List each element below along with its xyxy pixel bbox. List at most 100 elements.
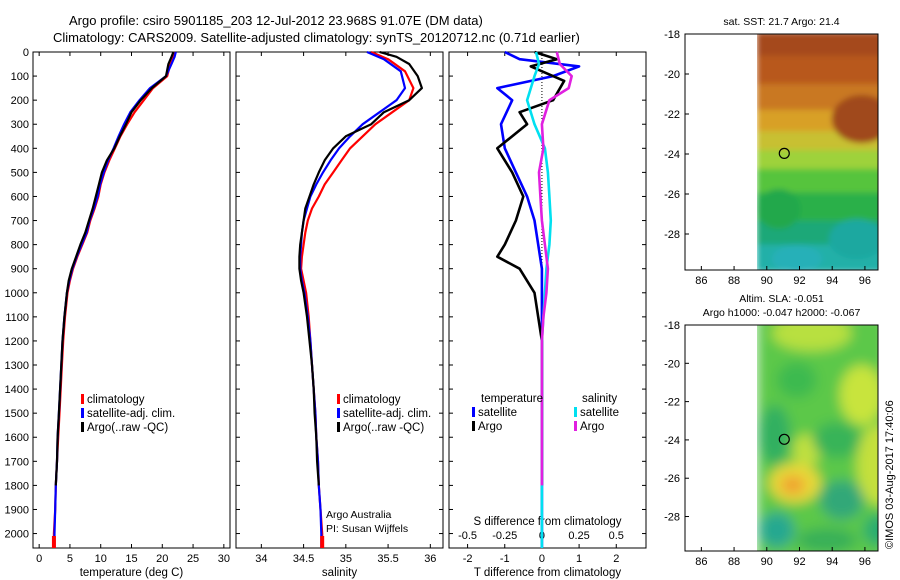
map-x-tick-label: 90 [761, 556, 773, 568]
legend-entry: Argo(..raw -QC) [343, 422, 424, 434]
map-x-tick-label: 92 [793, 275, 805, 287]
y-tick-label: 200 [11, 95, 29, 107]
legend-entry: Argo(..raw -QC) [87, 422, 168, 434]
x-tick-label: 20 [156, 553, 168, 565]
legend-swatch [81, 394, 84, 404]
series-line-argo-raw-qc- [298, 50, 423, 486]
sst-warm-patch [831, 95, 878, 143]
map-x-tick-label: 88 [728, 556, 740, 568]
figure-title-line1: Argo profile: csiro 5901185_203 12-Jul-2… [69, 13, 483, 28]
plot-frame [32, 51, 231, 549]
x-tick-label: 36 [424, 553, 436, 565]
map-y-tick-label: -28 [664, 229, 680, 241]
y-tick-label: 1500 [5, 408, 29, 420]
legend-entry: Argo [580, 421, 604, 433]
map-title-line1: Altim. SLA: -0.051 [739, 293, 824, 305]
sst-band [757, 150, 878, 173]
x-tick-label: 30 [218, 553, 230, 565]
x-tick-label: 34.5 [293, 553, 314, 565]
y-tick-label: 1700 [5, 456, 29, 468]
x-tick-label: -1 [500, 553, 510, 565]
y-tick-label: 700 [11, 216, 29, 228]
y-tick-label: 800 [11, 240, 29, 252]
x-tick-label: 10 [95, 553, 107, 565]
sla-blob [796, 528, 857, 551]
legend-swatch [81, 408, 84, 418]
map-y-tick-label: -22 [664, 397, 680, 409]
top-x-tick-label: -0.5 [458, 530, 477, 542]
series-line-temperature-satellite [495, 50, 581, 548]
legend-swatch [574, 407, 577, 417]
climatology-bottom-marker [51, 536, 56, 548]
argo-position-marker [778, 433, 790, 445]
x-tick-label: 34 [255, 553, 267, 565]
legend-header-temperature: temperature [481, 393, 543, 405]
x-axis-label: temperature (deg C) [80, 567, 184, 579]
legend-swatch [337, 394, 340, 404]
x-tick-label: 25 [187, 553, 199, 565]
y-tick-label: 0 [23, 47, 29, 59]
sla-blob [839, 365, 878, 425]
legend-entry: climatology [343, 394, 401, 406]
y-tick-label: 1900 [5, 504, 29, 516]
sla-blob [771, 325, 852, 351]
series-line-satellite-adj-clim- [299, 50, 407, 548]
y-tick-label: 100 [11, 71, 29, 83]
legend-entry: climatology [87, 394, 145, 406]
x-tick-label: 35 [340, 553, 352, 565]
y-tick-label: 1800 [5, 480, 29, 492]
difference-profile-chart: -2 -1 0 1 2 T difference from climatology -0.5… [448, 50, 647, 579]
legend-entry: satellite-adj. clim. [87, 408, 175, 420]
series-line-satellite-adj-clim- [53, 51, 177, 548]
x-axis-label: T difference from climatology [474, 567, 621, 579]
x-tick-label: 0 [539, 553, 545, 565]
x-tick-label: 5 [67, 553, 73, 565]
map-field [757, 34, 878, 270]
sla-blob [758, 405, 791, 465]
map-x-tick-label: 96 [859, 275, 871, 287]
map-field-blurred [757, 325, 878, 551]
sla-blob [812, 422, 861, 458]
series-line-argo-raw-qc- [54, 51, 175, 486]
sst-band [757, 55, 878, 88]
legend-entry: satellite [580, 407, 619, 419]
sla-blob [758, 512, 795, 548]
legend-entry: satellite-adj. clim. [343, 408, 431, 420]
map-x-tick-label: 94 [826, 275, 838, 287]
salinity-profile-chart: 34 34.5 35 35.5 36 salinity climatology satelli… [235, 50, 444, 579]
sla-blob [780, 476, 805, 494]
y-tick-label: 2000 [5, 529, 29, 541]
map-y-tick-label: -18 [664, 29, 680, 41]
map-y-tick-label: -18 [664, 320, 680, 332]
y-tick-label: 1600 [5, 432, 29, 444]
x-tick-label: 0 [36, 553, 42, 565]
legend-swatch [337, 422, 340, 432]
series-line-climatology [52, 51, 176, 548]
sst-green-patch [757, 189, 801, 229]
series-line-salinity-satellite [525, 51, 553, 548]
y-tick-label: 900 [11, 264, 29, 276]
imos-credit: ©IMOS 03-Aug-2017 17:40:06 [884, 400, 896, 549]
sla-map-chart: Altim. SLA: -0.051 Argo h1000: -0.047 h20… [664, 293, 879, 568]
legend-swatch [337, 408, 340, 418]
top-x-tick-label: -0.25 [492, 530, 517, 542]
series-line-salinity-argo [537, 51, 574, 486]
sst-cool-patch [771, 245, 822, 270]
y-tick-label: 1200 [5, 336, 29, 348]
x-tick-label: 2 [613, 553, 619, 565]
map-y-tick-label: -20 [664, 358, 680, 370]
y-tick-label: 600 [11, 191, 29, 203]
temperature-profile-chart: 0 5 10 15 20 25 300100200300400500600700800900… [5, 47, 231, 579]
top-x-tick-label: 0.5 [609, 530, 624, 542]
top-x-tick-label: 0.25 [568, 530, 589, 542]
map-field [757, 325, 878, 551]
legend-entry: satellite [478, 407, 517, 419]
plot-frame [448, 51, 647, 549]
legend-entry: Argo [478, 421, 502, 433]
map-y-tick-label: -24 [664, 435, 680, 447]
map-title-line2: Argo h1000: -0.047 h2000: -0.067 [703, 307, 861, 319]
map-title: sat. SST: 21.7 Argo: 21.4 [723, 16, 839, 28]
map-x-tick-label: 90 [761, 275, 773, 287]
y-tick-label: 500 [11, 167, 29, 179]
